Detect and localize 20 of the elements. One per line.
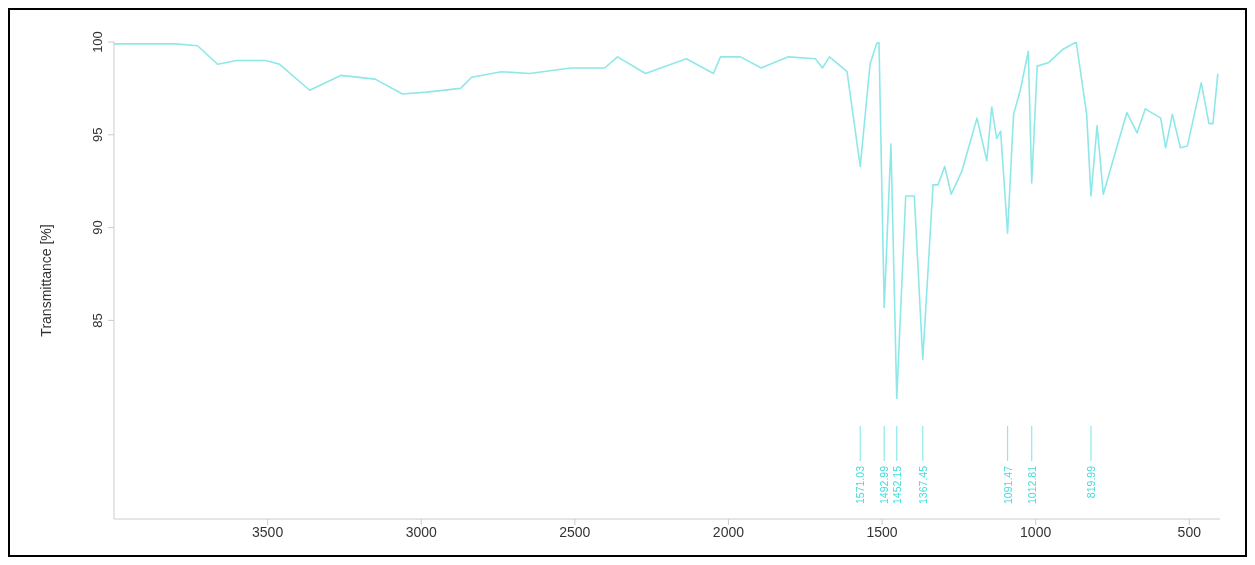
x-tick-label: 2500 xyxy=(559,523,591,540)
x-tick-label: 2000 xyxy=(712,523,745,540)
line-series xyxy=(114,42,1219,400)
x-tick-label: 1000 xyxy=(1020,523,1052,540)
y-tick-label: 95 xyxy=(90,127,105,143)
x-tick-label: 3000 xyxy=(405,523,437,540)
x-tick-label: 500 xyxy=(1177,523,1202,540)
ref-line-label: 1492.99 xyxy=(878,465,891,504)
y-axis-title: Transmittance [%] xyxy=(37,224,54,337)
ref-line-label: 1367.45 xyxy=(916,465,929,504)
ref-line-label: 1012.81 xyxy=(1025,465,1038,504)
x-tick-label: 3500 xyxy=(252,523,284,540)
ref-line-label: 1091.47 xyxy=(1001,465,1014,504)
x-tick-label: 1500 xyxy=(866,523,898,540)
y-tick-label: 90 xyxy=(90,220,105,235)
y-tick-label: 85 xyxy=(90,313,105,328)
ref-line-label: 819.99 xyxy=(1084,465,1097,499)
y-tick-label: 100 xyxy=(90,31,105,53)
ref-line-label: 1571.03 xyxy=(854,465,867,504)
ref-line-label: 1452.15 xyxy=(890,465,903,504)
